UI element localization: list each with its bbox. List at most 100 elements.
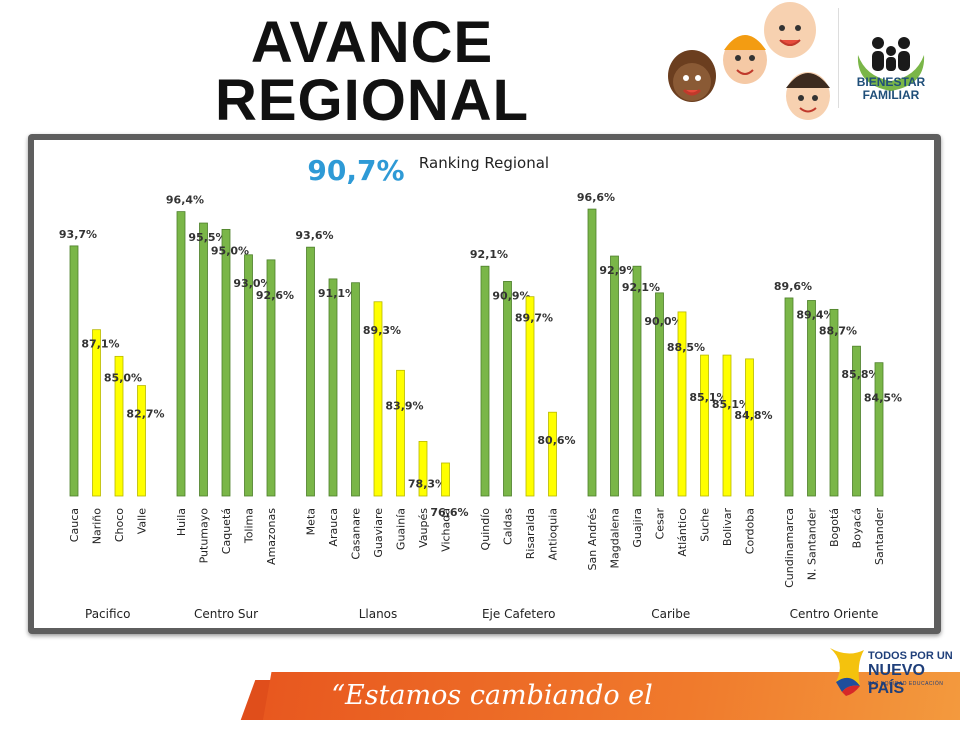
header-divider — [838, 8, 839, 108]
bar-cauca — [69, 245, 79, 497]
tick-label-arauca: Arauca — [327, 508, 340, 547]
data-label-santander: 84,5% — [864, 392, 902, 405]
bar-cordoba — [745, 358, 754, 497]
tick-label-bolivar: Bolivar — [721, 508, 734, 547]
tick-label-cauca: Cauca — [68, 508, 81, 542]
data-label-putumayo: 95,5% — [188, 231, 226, 244]
data-label-valle: 82,7% — [126, 408, 164, 421]
tick-label-guaviare: Guaviare — [372, 508, 385, 558]
tick-label-cordoba: Cordoba — [744, 508, 757, 554]
tick-label-san-andrés: San Andrés — [586, 508, 599, 571]
tick-label-cesar: Cesar — [654, 508, 667, 540]
children-illustration — [668, 2, 830, 120]
tick-label-casanare: Casanare — [350, 508, 363, 560]
bar-caquetá — [221, 228, 231, 497]
tick-label-vaupés: Vaupés — [417, 508, 430, 548]
bar-guaviare — [373, 301, 383, 497]
bar-choco — [114, 355, 124, 497]
bar-santander — [874, 362, 884, 497]
bar-vaupés — [418, 441, 428, 497]
tick-label-caldas: Caldas — [502, 508, 515, 545]
bar-san-andrés — [587, 208, 597, 497]
group-label-centro-sur: Centro Sur — [194, 607, 258, 621]
bar-atlántico — [677, 311, 687, 497]
data-label-meta: 93,6% — [295, 229, 333, 242]
tick-label-guajira: Guajira — [631, 508, 644, 548]
tick-label-risaralda: Risaralda — [524, 508, 537, 559]
data-label-san-andrés: 96,6% — [577, 191, 615, 204]
gov-logo-sub: PAZ EQUIDAD EDUCACIÓN — [868, 681, 944, 687]
tick-label-vichada: Vichada — [440, 508, 453, 552]
data-label-magdalena: 92,9% — [599, 264, 637, 277]
gov-logo-text: TODOS POR UN NUEVO PAÍS — [868, 650, 960, 698]
data-label-caldas: 90,9% — [492, 289, 530, 302]
tick-label-cundinamarca: Cundinamarca — [783, 508, 796, 588]
bar-suche — [700, 354, 709, 497]
group-label-eje-cafetero: Eje Cafetero — [482, 607, 556, 621]
tick-label-meta: Meta — [305, 508, 318, 535]
bar-meta — [306, 246, 315, 497]
tick-label-caquetá: Caquetá — [220, 508, 233, 554]
data-label-boyacá: 85,8% — [841, 368, 879, 381]
gov-logo-line1: TODOS POR UN — [868, 650, 953, 662]
tick-label-huila: Huila — [175, 508, 188, 536]
data-label-bogotá: 88,7% — [819, 324, 857, 337]
page-title: AVANCE REGIONAL — [212, 14, 532, 130]
bars-layer: 93,7% Cauca 87,1% Nariño 85,0% Choco 82,7% Vall… — [59, 191, 902, 621]
tick-label-suche: Suche — [699, 508, 712, 542]
logo-text-line2: FAMILIAR — [862, 88, 920, 102]
chart-area: Ranking Regional 90,7% 93,7% Cauca 87,1% Na… — [34, 140, 934, 628]
tick-label-putumayo: Putumayo — [198, 508, 211, 564]
tick-label-nariño: Nariño — [91, 508, 104, 545]
data-label-cesar: 90,0% — [644, 315, 682, 328]
data-label-quindío: 92,1% — [470, 248, 508, 261]
data-label-arauca: 91,1% — [318, 287, 356, 300]
ranking-regional-chart: Ranking Regional 90,7% 93,7% Cauca 87,1% Na… — [59, 154, 902, 621]
tick-label-boyacá: Boyacá — [851, 508, 864, 548]
overall-value-label: 90,7% — [307, 154, 404, 187]
bar-arauca — [328, 278, 338, 497]
bienestar-familiar-logo-icon — [857, 37, 925, 91]
bar-risaralda — [525, 296, 535, 497]
data-label-cauca: 93,7% — [59, 228, 97, 241]
bienestar-familiar-logo-text: BIENESTAR FAMILIAR — [846, 76, 936, 102]
bar-bolivar — [722, 354, 732, 497]
tick-label-quindío: Quindío — [479, 508, 492, 551]
data-label-amazonas: 92,6% — [256, 289, 294, 302]
tick-label-santander: Santander — [873, 508, 886, 565]
gov-logo-line2: NUEVO PAÍS — [868, 662, 925, 697]
tick-label-choco: Choco — [113, 508, 126, 542]
data-label-guajira: 92,1% — [622, 281, 660, 294]
group-label-llanos: Llanos — [359, 607, 398, 621]
bar-valle — [137, 385, 146, 497]
bar-vichada — [441, 462, 450, 497]
data-label-huila: 96,4% — [166, 194, 204, 207]
data-label-tolima: 93,0% — [233, 277, 271, 290]
tick-label-tolima: Tolima — [243, 508, 256, 544]
tick-label-bogotá: Bogotá — [828, 508, 841, 547]
slogan-text: “Estamos cambiando el mundo” — [331, 680, 653, 751]
bar-cesar — [655, 292, 664, 497]
data-label-n-santander: 89,4% — [796, 308, 834, 321]
data-label-suche: 85,1% — [689, 391, 727, 404]
tick-label-antioquia: Antioquia — [547, 508, 560, 560]
page-title-line2: REGIONAL — [214, 68, 530, 133]
bar-guajira — [632, 265, 642, 497]
chart-title: Ranking Regional — [419, 154, 549, 172]
bar-nariño — [92, 329, 101, 497]
data-label-vaupés: 78,3% — [408, 477, 446, 490]
bar-huila — [176, 211, 186, 497]
tick-label-n-santander: N. Santander — [806, 508, 819, 581]
data-label-nariño: 87,1% — [81, 338, 119, 351]
data-label-choco: 85,0% — [104, 371, 142, 384]
data-label-vichada: 76,6% — [430, 506, 468, 519]
tick-label-atlántico: Atlántico — [676, 508, 689, 557]
group-label-centro-oriente: Centro Oriente — [790, 607, 879, 621]
data-label-guainía: 83,9% — [385, 399, 423, 412]
group-label-caribe: Caribe — [651, 607, 690, 621]
logo-text-line1: BIENESTAR — [856, 75, 926, 89]
data-label-cordoba: 84,8% — [734, 409, 772, 422]
bar-putumayo — [199, 222, 208, 497]
data-label-guaviare: 89,3% — [363, 324, 401, 337]
bar-antioquia — [548, 411, 557, 497]
